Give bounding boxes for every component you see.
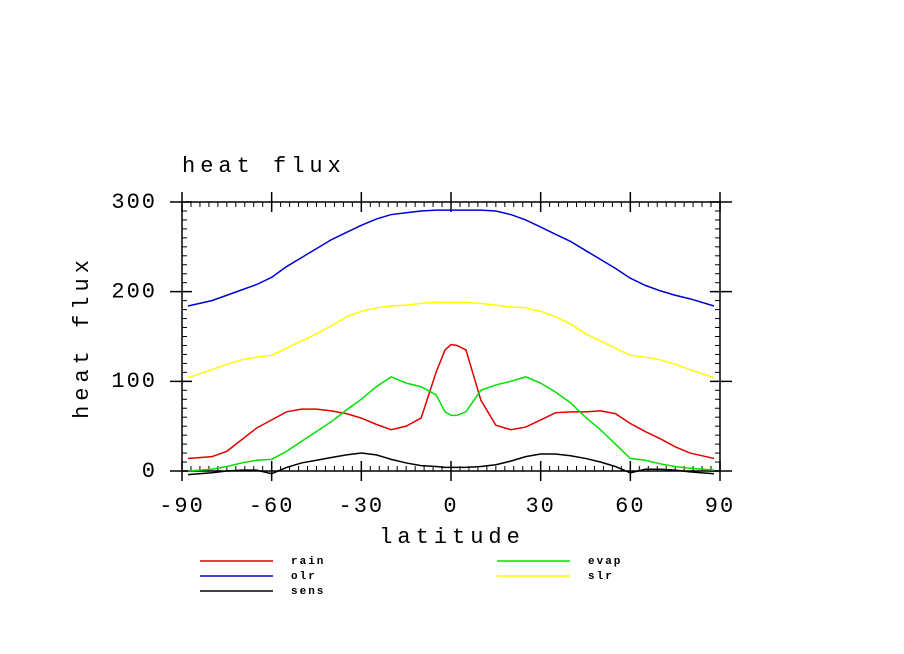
legend-label: olr [291,571,317,583]
y-tick-label: 0 [142,459,157,484]
series-line [187,452,715,476]
legend-label: slr [588,571,614,583]
x-tick-label: 0 [443,494,458,519]
x-axis-label: latitude [379,525,525,550]
y-axis-label: heat flux [70,255,95,419]
legend-label: rain [291,556,325,568]
legend-label: evap [588,556,622,568]
x-tick-label: 90 [705,494,735,519]
plot-frame [181,201,721,472]
y-tick-label: 300 [111,190,157,215]
series-line [187,301,715,379]
x-tick-label: -60 [249,494,295,519]
legend-label: sens [291,586,325,598]
x-tick-label: -30 [339,494,385,519]
x-tick-label: 30 [525,494,555,519]
chart-title: heat flux [182,154,346,179]
x-tick-label: 60 [615,494,645,519]
x-tick-label: -90 [159,494,205,519]
series-line [187,343,715,460]
y-tick-label: 200 [111,279,157,304]
y-tick-label: 100 [111,369,157,394]
series-line [187,209,715,307]
series-line [187,376,715,472]
